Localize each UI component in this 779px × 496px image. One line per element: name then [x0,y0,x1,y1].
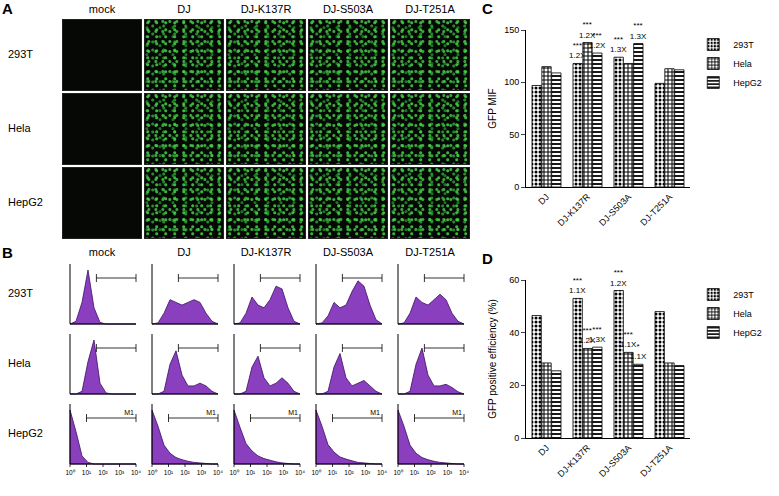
svg-text:60: 60 [509,275,519,285]
html-text:DJ: DJ [177,3,191,15]
html-text:DJ: DJ [177,246,191,258]
svg-text:10³: 10³ [361,469,371,476]
svg-text:DJ-T251A: DJ-T251A [638,192,674,228]
html-text:DJ-S503A: DJ-S503A [322,3,374,15]
svg-text:10³: 10³ [115,469,125,476]
svg-text:***1.1X: ***1.1X [620,330,637,349]
svg-text:10⁰: 10⁰ [311,469,321,476]
svg-text:10⁰: 10⁰ [65,469,75,476]
svg-text:HepG2: HepG2 [733,78,762,88]
svg-text:M1: M1 [124,409,134,416]
svg-text:***1.2X: ***1.2X [589,31,606,50]
svg-text:GFP positive efficiency (%): GFP positive efficiency (%) [487,299,498,419]
svg-text:10¹: 10¹ [410,469,420,476]
svg-text:293T: 293T [733,290,754,300]
svg-text:DJ: DJ [536,192,551,207]
svg-text:***1.2X: ***1.2X [569,41,586,60]
svg-text:10³: 10³ [279,469,289,476]
html-text:D: D [482,250,493,267]
html-text:DJ-S503A: DJ-S503A [322,246,374,258]
html-text:DJ-K137R: DJ-K137R [240,246,292,258]
svg-text:Hela: Hela [733,59,752,69]
svg-text:10⁴: 10⁴ [295,469,305,476]
svg-text:***1.2X: ***1.2X [579,20,596,39]
html-text:mock: mock [88,246,116,258]
svg-text:DJ-K137R: DJ-K137R [556,191,593,228]
svg-text:***1.3X: ***1.3X [589,325,606,344]
svg-text:50: 50 [509,130,519,140]
svg-text:***1.2X: ***1.2X [610,268,627,287]
svg-text:10³: 10³ [197,469,207,476]
svg-text:10²: 10² [98,469,108,476]
svg-text:10³: 10³ [443,469,453,476]
svg-text:10⁴: 10⁴ [459,469,469,476]
svg-text:M1: M1 [370,409,380,416]
html-text:293T: 293T [8,287,34,299]
svg-text:10⁴: 10⁴ [213,469,223,476]
svg-text:***1.3X: ***1.3X [630,21,647,40]
svg-text:M1: M1 [206,409,216,416]
html-text:DJ-T251A: DJ-T251A [405,3,455,15]
svg-text:DJ: DJ [536,443,551,458]
svg-text:*1.1X: *1.1X [630,342,647,361]
svg-text:10⁰: 10⁰ [393,469,403,476]
svg-text:10²: 10² [426,469,436,476]
svg-text:HepG2: HepG2 [733,328,762,338]
html-text:mock: mock [88,3,116,15]
svg-text:10⁴: 10⁴ [377,469,387,476]
html-text:Hela: Hela [8,122,31,134]
html-text:DJ-K137R: DJ-K137R [240,3,292,15]
html-text:Hela: Hela [8,357,31,369]
svg-text:293T: 293T [733,40,754,50]
html-text:DJ-T251A: DJ-T251A [405,246,455,258]
svg-text:10²: 10² [180,469,190,476]
html-text:HepG2: HepG2 [8,196,43,208]
svg-text:100: 100 [504,77,519,87]
svg-text:DJ-K137R: DJ-K137R [556,442,593,479]
svg-text:***1.3X: ***1.3X [610,35,627,54]
svg-text:DJ-S503A: DJ-S503A [597,443,633,479]
svg-text:10¹: 10¹ [328,469,338,476]
html-text:HepG2: HepG2 [8,427,43,439]
svg-text:10⁰: 10⁰ [147,469,157,476]
svg-text:M1: M1 [452,409,462,416]
svg-text:0: 0 [514,182,519,192]
svg-text:M1: M1 [288,409,298,416]
svg-text:10¹: 10¹ [82,469,92,476]
html-text:A: A [2,0,13,17]
svg-text:10²: 10² [262,469,272,476]
html-text:293T: 293T [8,48,34,60]
svg-text:20: 20 [509,380,519,390]
svg-text:10¹: 10¹ [164,469,174,476]
svg-text:10²: 10² [344,469,354,476]
svg-text:40: 40 [509,328,519,338]
html-text:C: C [482,0,493,17]
svg-text:0: 0 [514,433,519,443]
svg-text:***1.2X: ***1.2X [579,326,596,345]
svg-text:***1.1X: ***1.1X [569,276,586,295]
svg-text:Hela: Hela [733,309,752,319]
svg-text:150: 150 [504,25,519,35]
svg-text:10⁰: 10⁰ [229,469,239,476]
svg-text:10¹: 10¹ [246,469,256,476]
svg-text:DJ-T251A: DJ-T251A [638,443,674,479]
html-text:B: B [2,244,13,261]
svg-text:GFP MIF: GFP MIF [487,88,498,128]
svg-text:10⁴: 10⁴ [131,469,141,476]
svg-text:DJ-S503A: DJ-S503A [597,192,633,228]
